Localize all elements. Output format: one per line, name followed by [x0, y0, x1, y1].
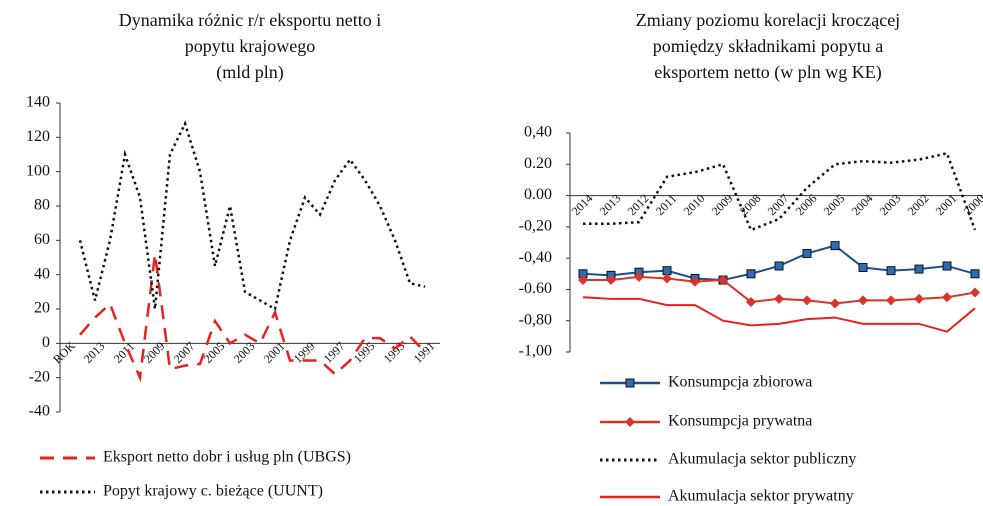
- marker: [970, 287, 980, 298]
- chart-title: pomiędzy składnikami popytu a: [653, 36, 883, 56]
- y-tick-label: -1,00: [519, 343, 552, 360]
- legend-label: Eksport netto dobr i usług pln (UBGS): [103, 449, 351, 466]
- series-line: [582, 296, 976, 333]
- x-tick-label: ROK: [50, 338, 78, 366]
- marker: [802, 248, 812, 258]
- y-tick-label: -0,20: [519, 218, 552, 235]
- marker: [886, 266, 896, 276]
- series-line: [79, 253, 426, 383]
- marker: [858, 295, 868, 306]
- y-tick-label: 60: [34, 231, 50, 248]
- legend-label: Konsumpcja zbiorowa: [668, 374, 812, 391]
- marker: [746, 296, 756, 307]
- marker: [746, 269, 756, 279]
- y-tick-label: 100: [26, 162, 50, 179]
- marker: [942, 261, 952, 271]
- chart-title: popytu krajowego: [185, 36, 315, 56]
- y-tick-label: -0,80: [519, 311, 552, 328]
- marker: [830, 241, 840, 251]
- marker: [634, 271, 644, 282]
- legend-label: Akumulacja sektor prywatny: [668, 488, 854, 505]
- marker: [662, 266, 672, 276]
- y-tick-label: 0,40: [524, 124, 552, 141]
- chart-title: Dynamika różnic r/r eksportu netto i: [119, 10, 381, 30]
- y-tick-label: 0.00: [524, 186, 552, 203]
- marker: [718, 275, 728, 286]
- marker: [690, 276, 700, 287]
- marker: [858, 263, 868, 273]
- marker: [802, 295, 812, 306]
- marker: [914, 293, 924, 304]
- marker: [942, 292, 952, 303]
- marker: [970, 269, 980, 279]
- y-tick-label: 140: [26, 94, 50, 111]
- y-tick-label: 40: [34, 265, 50, 282]
- y-tick-label: 20: [34, 300, 50, 317]
- legend-label: Akumulacja sektor publiczny: [668, 451, 856, 468]
- y-tick-label: 0.20: [524, 155, 552, 172]
- y-tick-label: -20: [29, 368, 50, 385]
- series-line: [78, 120, 426, 311]
- marker: [886, 295, 896, 306]
- marker: [606, 275, 616, 286]
- marker: [914, 264, 924, 274]
- y-tick-label: -0,40: [519, 249, 552, 266]
- legend-label: Popyt krajowy c. bieżące (UUNT): [103, 483, 323, 500]
- y-tick-label: -40: [29, 403, 50, 420]
- marker: [625, 417, 635, 427]
- marker: [662, 273, 672, 284]
- marker: [578, 275, 588, 286]
- y-tick-label: 80: [34, 197, 50, 214]
- y-tick-label: -0.60: [519, 280, 552, 297]
- chart-title: Zmiany poziomu korelacji kroczącej: [636, 10, 900, 30]
- legend-label: Konsumpcja prywatna: [668, 413, 812, 430]
- chart-title: eksportem netto (w pln wg KE): [654, 62, 881, 83]
- marker: [774, 261, 784, 271]
- marker: [625, 378, 635, 388]
- chart-title: (mld pln): [216, 62, 284, 83]
- marker: [774, 293, 784, 304]
- series-line: [583, 151, 977, 232]
- y-tick-label: 0: [42, 334, 50, 351]
- y-tick-label: 120: [26, 128, 50, 145]
- marker: [830, 298, 840, 309]
